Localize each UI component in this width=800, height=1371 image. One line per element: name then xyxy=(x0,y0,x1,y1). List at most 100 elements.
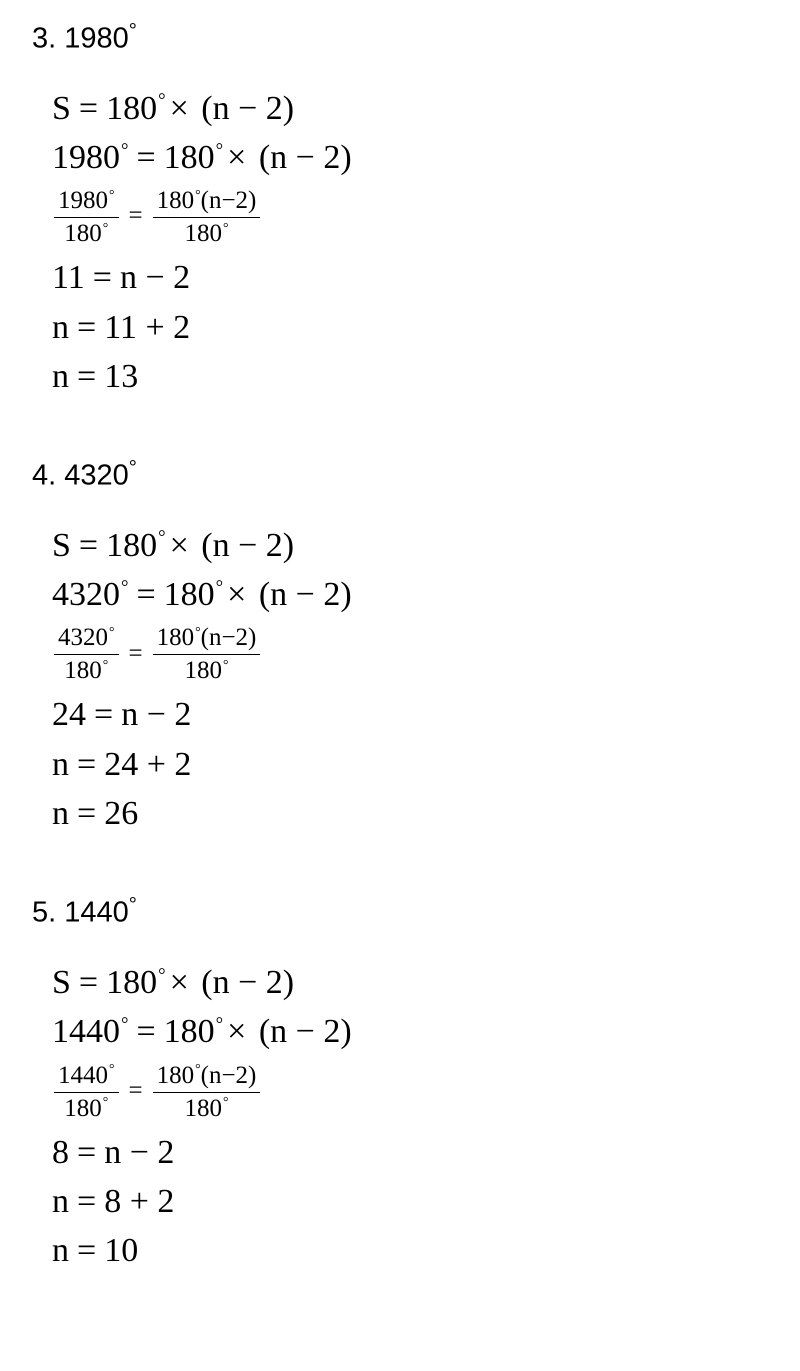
solution-steps: S=180°× (n − 2)4320°=180°× (n − 2)4320°1… xyxy=(52,521,760,838)
base-180: 180 xyxy=(164,576,215,613)
times: × xyxy=(170,964,189,1001)
rparen: ) xyxy=(340,1013,351,1050)
numerator: 180°(n−2) xyxy=(153,186,261,218)
angle-value: 1440 xyxy=(58,1062,108,1089)
var-S: S xyxy=(52,90,71,127)
quotient: 24 xyxy=(52,696,86,733)
const-2: 2 xyxy=(173,259,190,296)
plus: + xyxy=(147,746,166,783)
lparen: ( xyxy=(259,1013,270,1050)
rparen: ) xyxy=(248,624,256,651)
degree-symbol: ° xyxy=(103,657,109,672)
minus: − xyxy=(221,1062,235,1089)
degree-symbol: ° xyxy=(216,1014,223,1035)
quotient-line: 11=n − 2 xyxy=(52,253,760,302)
equals: = xyxy=(129,202,143,229)
dot: . xyxy=(48,897,56,929)
addition-line: n=24 + 2 xyxy=(52,740,760,789)
equals: = xyxy=(77,309,96,346)
base-180: 180 xyxy=(164,1013,215,1050)
equals: = xyxy=(77,795,96,832)
lparen: ( xyxy=(259,576,270,613)
minus: − xyxy=(221,624,235,651)
degree-symbol: ° xyxy=(129,20,137,42)
minus: − xyxy=(296,1013,315,1050)
equals: = xyxy=(79,90,98,127)
lparen: ( xyxy=(201,964,212,1001)
degree-symbol: ° xyxy=(103,220,109,235)
equals: = xyxy=(93,259,112,296)
times: × xyxy=(227,139,246,176)
base-180: 180 xyxy=(184,657,222,684)
degree-symbol: ° xyxy=(158,965,165,986)
degree-symbol: ° xyxy=(129,457,137,479)
quotient: 24 xyxy=(104,746,138,783)
rparen: ) xyxy=(283,90,294,127)
times: × xyxy=(227,1013,246,1050)
minus: − xyxy=(296,139,315,176)
const-2: 2 xyxy=(174,696,191,733)
lparen: ( xyxy=(201,527,212,564)
base-180: 180 xyxy=(157,1062,195,1089)
numerator: 4320° xyxy=(54,623,119,655)
problem-number: 5 xyxy=(32,897,48,929)
division-line: 1440°180°=180°(n−2)180° xyxy=(52,1061,760,1124)
result: 10 xyxy=(104,1232,138,1269)
paren-group: (n − 2) xyxy=(193,964,294,1001)
fraction: 4320°180° xyxy=(54,623,119,686)
var-S: S xyxy=(52,964,71,1001)
substitution-line: 1440°=180°× (n − 2) xyxy=(52,1007,760,1056)
const-2: 2 xyxy=(323,576,340,613)
var-n: n xyxy=(52,358,69,395)
result: 13 xyxy=(104,358,138,395)
degree-symbol: ° xyxy=(109,624,115,639)
angle-value: 1440 xyxy=(52,1013,120,1050)
quotient: 8 xyxy=(104,1183,121,1220)
rparen: ) xyxy=(340,576,351,613)
rparen: ) xyxy=(283,964,294,1001)
var-n: n xyxy=(270,139,287,176)
degree-symbol: ° xyxy=(109,187,115,202)
equals: = xyxy=(136,576,155,613)
var-n: n xyxy=(209,624,222,651)
numerator: 180°(n−2) xyxy=(153,1061,261,1093)
quotient-line: 8=n − 2 xyxy=(52,1128,760,1177)
degree-symbol: ° xyxy=(216,577,223,598)
base-180: 180 xyxy=(64,1095,102,1122)
equals: = xyxy=(79,964,98,1001)
paren-group: (n − 2) xyxy=(250,576,351,613)
substitution-line: 1980°=180°× (n − 2) xyxy=(52,133,760,182)
problem-angle: 1440 xyxy=(64,897,129,929)
minus: − xyxy=(238,90,257,127)
problem-angle: 1980 xyxy=(64,23,129,55)
minus: − xyxy=(238,964,257,1001)
problem-number: 3 xyxy=(32,23,48,55)
base-180: 180 xyxy=(64,657,102,684)
var-n: n xyxy=(213,90,230,127)
problem-angle: 4320 xyxy=(64,460,129,492)
fraction: 180°(n−2)180° xyxy=(153,623,261,686)
minus: − xyxy=(221,187,235,214)
const-2: 2 xyxy=(157,1183,174,1220)
addition-line: n=11 + 2 xyxy=(52,303,760,352)
var-n: n xyxy=(120,259,137,296)
const-2: 2 xyxy=(174,746,191,783)
angle-value: 4320 xyxy=(52,576,120,613)
degree-symbol: ° xyxy=(158,527,165,548)
var-n: n xyxy=(270,1013,287,1050)
degree-symbol: ° xyxy=(216,140,223,161)
var-n: n xyxy=(52,1183,69,1220)
rparen: ) xyxy=(283,527,294,564)
degree-symbol: ° xyxy=(121,140,128,161)
var-n: n xyxy=(213,964,230,1001)
plus: + xyxy=(145,309,164,346)
dot: . xyxy=(48,460,56,492)
var-S: S xyxy=(52,527,71,564)
problem-title: 4. 4320° xyxy=(32,457,760,493)
denominator: 180° xyxy=(153,655,261,686)
var-n: n xyxy=(52,1232,69,1269)
equals: = xyxy=(77,1183,96,1220)
const-2: 2 xyxy=(323,139,340,176)
base-180: 180 xyxy=(64,220,102,247)
equals: = xyxy=(77,358,96,395)
